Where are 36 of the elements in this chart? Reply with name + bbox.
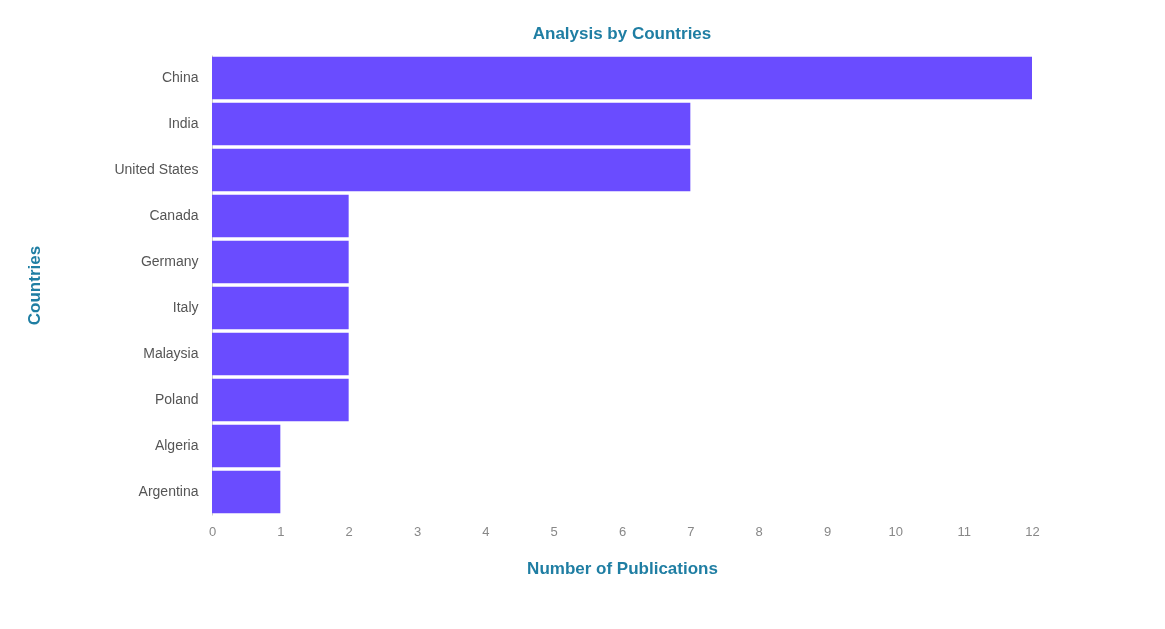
y-tick-label: Argentina — [138, 483, 199, 499]
bar — [212, 332, 349, 376]
x-tick-label: 5 — [550, 523, 558, 539]
y-tick-label: Germany — [140, 253, 199, 269]
y-axis-title: Countries — [25, 245, 45, 326]
y-tick-label: United States — [114, 161, 199, 177]
x-tick-label: 1 — [277, 523, 285, 539]
y-tick-label: Poland — [154, 391, 199, 407]
bar — [212, 148, 691, 192]
x-tick-label: 8 — [755, 523, 763, 539]
x-tick-label: 0 — [208, 523, 217, 539]
x-tick-label: 6 — [618, 523, 627, 539]
bar — [212, 240, 349, 284]
x-tick-label: 2 — [345, 523, 353, 539]
bar — [212, 424, 281, 468]
bar — [212, 102, 691, 146]
bar — [212, 194, 349, 238]
y-tick-label: Italy — [172, 299, 199, 315]
chart-title: Analysis by Countries — [532, 24, 712, 43]
y-tick-label: Algeria — [154, 437, 199, 453]
bar — [212, 378, 349, 422]
bar — [212, 56, 1032, 100]
x-axis-title: Number of Publications — [527, 558, 718, 578]
y-tick-label: Canada — [149, 207, 199, 223]
y-tick-label: India — [168, 115, 199, 131]
x-tick-label: 3 — [413, 523, 422, 539]
y-tick-label: China — [161, 69, 199, 85]
x-tick-label: 10 — [888, 523, 904, 539]
bar — [212, 286, 349, 330]
x-tick-label: 9 — [823, 523, 832, 539]
x-tick-label: 7 — [687, 523, 695, 539]
y-tick-label: Malaysia — [143, 345, 199, 361]
x-tick-label: 11 — [957, 523, 971, 539]
x-tick-label: 12 — [1025, 523, 1040, 539]
bar — [212, 470, 281, 514]
x-tick-label: 4 — [482, 523, 490, 539]
